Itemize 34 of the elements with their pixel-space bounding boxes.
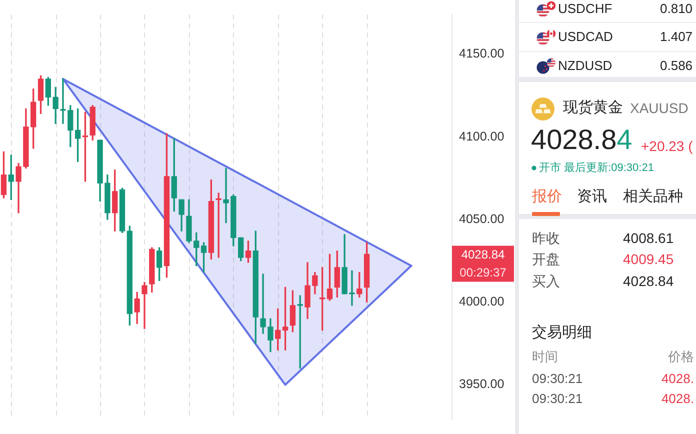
text: 4028.84 — [623, 272, 674, 290]
text: XAUUSD — [630, 100, 688, 116]
text: NZDUSD — [558, 58, 612, 74]
text: 价格 — [668, 349, 694, 365]
text: 0.586 — [660, 58, 693, 74]
y-tick-label: 4100.00 — [459, 129, 504, 144]
text: USDCHF — [558, 1, 612, 17]
text: 现货黄金 — [563, 99, 623, 117]
text: 资讯 — [577, 188, 607, 206]
text: 报价 — [532, 188, 562, 206]
text: 1.407 — [660, 29, 693, 45]
text: 00:29:37 — [460, 266, 507, 280]
text: 买入 — [532, 272, 560, 290]
y-tick-label: 4050.00 — [459, 212, 504, 226]
text: 4028.84 — [531, 123, 632, 157]
text: 4028. — [661, 391, 694, 407]
text: 4028. — [661, 371, 694, 387]
text: 4028.84 — [461, 248, 506, 262]
text: 时间 — [532, 349, 558, 365]
y-tick-label: 4150.00 — [459, 46, 504, 61]
text: 昨收 — [532, 230, 560, 246]
text: 09:30:21 — [532, 391, 583, 407]
text: 0.810 — [660, 1, 693, 17]
text: 开盘 — [532, 250, 560, 268]
text: 开市 最后更新:09:30:21 — [539, 162, 654, 174]
text: 4009.45 — [623, 250, 674, 268]
y-tick-label: 4000.00 — [459, 294, 504, 309]
text: +20.23 ( — [641, 138, 693, 154]
text: 4008.61 — [623, 230, 674, 246]
text: USDCAD — [558, 29, 613, 45]
y-tick-label: 3950.00 — [459, 377, 504, 392]
text: 相关品种 — [623, 188, 683, 206]
text: 交易明细 — [532, 324, 592, 342]
text: 09:30:21 — [532, 371, 583, 387]
